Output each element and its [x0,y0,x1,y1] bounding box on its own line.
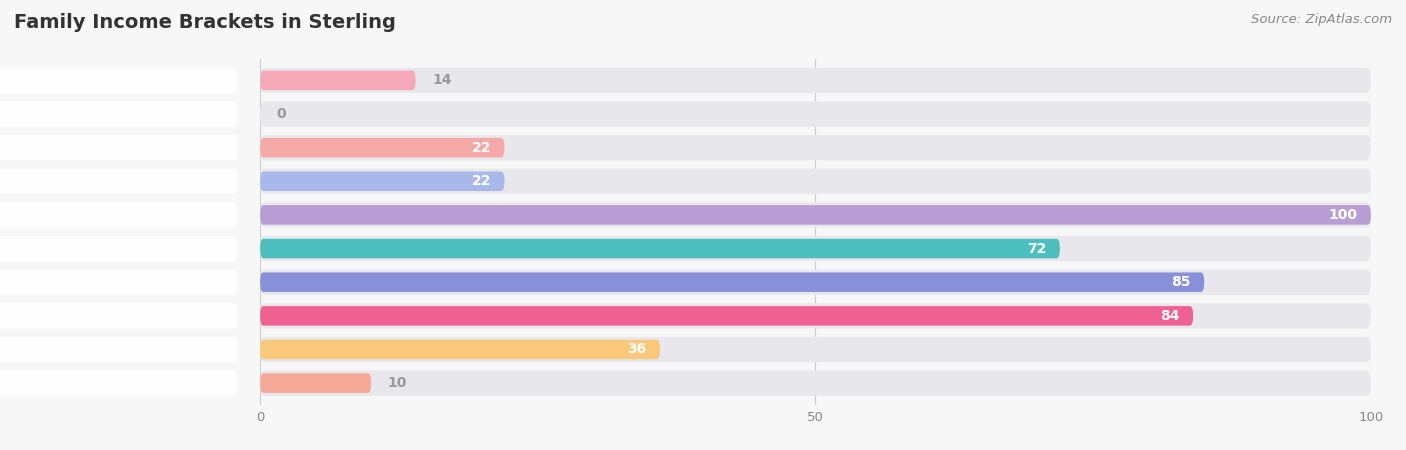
Text: 100: 100 [1329,208,1358,222]
Text: 84: 84 [1160,309,1180,323]
FancyBboxPatch shape [260,205,1371,225]
Text: 36: 36 [627,342,647,356]
FancyBboxPatch shape [260,303,1371,328]
FancyBboxPatch shape [260,306,1194,326]
Text: 72: 72 [1028,242,1046,256]
FancyBboxPatch shape [0,270,238,295]
FancyBboxPatch shape [260,101,1371,126]
FancyBboxPatch shape [260,169,1371,194]
FancyBboxPatch shape [0,236,238,261]
FancyBboxPatch shape [260,71,416,90]
FancyBboxPatch shape [0,370,238,396]
FancyBboxPatch shape [0,169,238,194]
FancyBboxPatch shape [260,270,1371,295]
Text: Family Income Brackets in Sterling: Family Income Brackets in Sterling [14,14,396,32]
Text: 10: 10 [388,376,408,390]
FancyBboxPatch shape [260,337,1371,362]
Text: 22: 22 [471,141,491,155]
FancyBboxPatch shape [260,236,1371,261]
FancyBboxPatch shape [260,272,1204,292]
FancyBboxPatch shape [0,202,238,228]
FancyBboxPatch shape [260,135,1371,160]
Text: 14: 14 [432,73,451,87]
FancyBboxPatch shape [260,202,1371,228]
FancyBboxPatch shape [260,171,505,191]
Text: 0: 0 [277,107,287,121]
Text: 85: 85 [1171,275,1191,289]
FancyBboxPatch shape [0,101,238,126]
FancyBboxPatch shape [260,138,505,157]
FancyBboxPatch shape [0,303,238,328]
Text: Source: ZipAtlas.com: Source: ZipAtlas.com [1251,14,1392,27]
FancyBboxPatch shape [260,374,371,393]
FancyBboxPatch shape [0,68,238,93]
FancyBboxPatch shape [0,337,238,362]
FancyBboxPatch shape [260,239,1060,258]
Text: 22: 22 [471,174,491,188]
FancyBboxPatch shape [260,68,1371,93]
FancyBboxPatch shape [260,340,659,359]
FancyBboxPatch shape [0,135,238,160]
FancyBboxPatch shape [260,370,1371,396]
